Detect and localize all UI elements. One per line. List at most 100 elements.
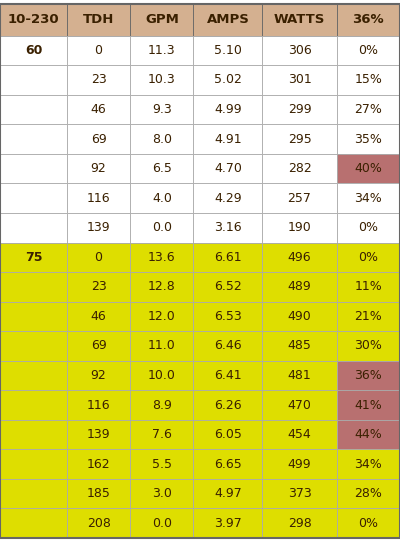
Text: 298: 298 <box>288 517 312 530</box>
Bar <box>262 331 337 361</box>
Text: 162: 162 <box>87 457 110 470</box>
Bar <box>0 449 67 479</box>
Text: 0: 0 <box>95 251 103 264</box>
Bar <box>262 4 337 36</box>
Bar <box>130 183 194 213</box>
Bar <box>337 331 400 361</box>
Bar <box>337 479 400 508</box>
Bar <box>67 390 130 420</box>
Text: 454: 454 <box>288 428 312 441</box>
Text: 69: 69 <box>91 133 106 146</box>
Bar <box>130 242 194 272</box>
Text: 5.10: 5.10 <box>214 44 242 57</box>
Bar <box>130 213 194 242</box>
Text: 4.97: 4.97 <box>214 487 242 500</box>
Text: AMPS: AMPS <box>206 14 249 27</box>
Bar <box>67 154 130 183</box>
Bar <box>262 390 337 420</box>
Text: 34%: 34% <box>354 192 382 205</box>
Bar <box>130 479 194 508</box>
Bar <box>67 124 130 154</box>
Bar <box>0 331 67 361</box>
Text: GPM: GPM <box>145 14 179 27</box>
Bar <box>337 420 400 449</box>
Bar <box>262 420 337 449</box>
Bar <box>337 4 400 36</box>
Text: 0%: 0% <box>358 517 378 530</box>
Bar <box>130 154 194 183</box>
Text: 6.05: 6.05 <box>214 428 242 441</box>
Text: 11%: 11% <box>354 280 382 293</box>
Bar <box>67 36 130 65</box>
Text: 11.3: 11.3 <box>148 44 176 57</box>
Bar <box>194 508 262 538</box>
Bar <box>194 361 262 390</box>
Text: 40%: 40% <box>354 162 382 175</box>
Bar <box>67 508 130 538</box>
Bar <box>194 36 262 65</box>
Bar <box>262 361 337 390</box>
Bar <box>337 508 400 538</box>
Bar <box>262 301 337 331</box>
Bar <box>130 65 194 95</box>
Bar <box>194 331 262 361</box>
Text: 470: 470 <box>288 398 312 411</box>
Bar <box>262 272 337 301</box>
Bar <box>262 124 337 154</box>
Text: 44%: 44% <box>354 428 382 441</box>
Bar <box>337 95 400 124</box>
Text: 34%: 34% <box>354 457 382 470</box>
Text: 46: 46 <box>91 103 106 116</box>
Bar <box>262 65 337 95</box>
Text: 0: 0 <box>95 44 103 57</box>
Text: 36%: 36% <box>352 14 384 27</box>
Bar <box>67 65 130 95</box>
Text: 27%: 27% <box>354 103 382 116</box>
Text: 9.3: 9.3 <box>152 103 172 116</box>
Text: 60: 60 <box>25 44 42 57</box>
Bar <box>337 449 400 479</box>
Text: 0.0: 0.0 <box>152 221 172 234</box>
Bar <box>0 124 67 154</box>
Bar <box>67 242 130 272</box>
Text: 8.0: 8.0 <box>152 133 172 146</box>
Bar <box>194 390 262 420</box>
Text: TDH: TDH <box>83 14 114 27</box>
Text: 3.97: 3.97 <box>214 517 242 530</box>
Bar <box>0 479 67 508</box>
Text: 139: 139 <box>87 221 110 234</box>
Bar <box>194 242 262 272</box>
Bar <box>130 390 194 420</box>
Text: 69: 69 <box>91 339 106 352</box>
Text: 6.53: 6.53 <box>214 310 242 323</box>
Bar <box>337 36 400 65</box>
Bar <box>67 272 130 301</box>
Bar <box>194 65 262 95</box>
Bar <box>67 4 130 36</box>
Bar <box>130 361 194 390</box>
Text: 306: 306 <box>288 44 312 57</box>
Bar <box>130 124 194 154</box>
Text: 4.29: 4.29 <box>214 192 242 205</box>
Bar <box>262 508 337 538</box>
Text: 30%: 30% <box>354 339 382 352</box>
Text: 295: 295 <box>288 133 312 146</box>
Bar <box>0 390 67 420</box>
Text: 496: 496 <box>288 251 311 264</box>
Bar <box>337 390 400 420</box>
Text: 4.70: 4.70 <box>214 162 242 175</box>
Text: 116: 116 <box>87 192 110 205</box>
Bar <box>67 420 130 449</box>
Text: 4.0: 4.0 <box>152 192 172 205</box>
Text: 0%: 0% <box>358 44 378 57</box>
Bar <box>0 95 67 124</box>
Text: 6.52: 6.52 <box>214 280 242 293</box>
Bar <box>337 301 400 331</box>
Text: 490: 490 <box>288 310 312 323</box>
Text: 41%: 41% <box>354 398 382 411</box>
Text: 6.41: 6.41 <box>214 369 242 382</box>
Bar <box>262 154 337 183</box>
Bar <box>130 331 194 361</box>
Bar <box>0 272 67 301</box>
Bar <box>0 154 67 183</box>
